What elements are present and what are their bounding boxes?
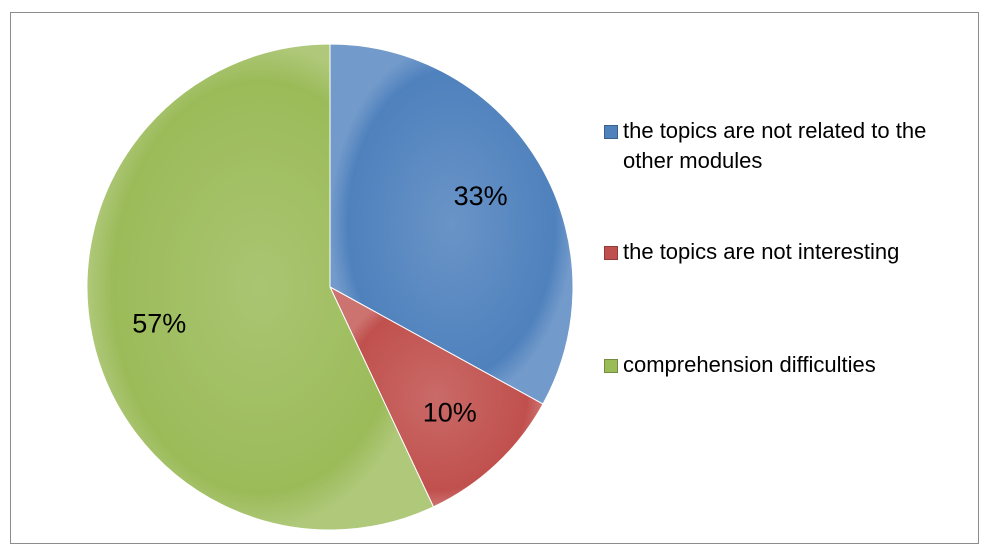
legend-label: the topics are not related to the other … <box>623 118 927 173</box>
pie-slice <box>329 43 574 405</box>
legend-swatch <box>604 125 618 139</box>
legend-item: the topics are not related to the other … <box>604 116 974 176</box>
data-label: 10% <box>423 398 477 428</box>
legend-label: the topics are not interesting <box>623 239 900 264</box>
data-label: 33% <box>454 181 508 211</box>
legend-swatch <box>604 359 618 373</box>
pie-slice <box>86 43 435 531</box>
legend-item: the topics are not interesting <box>604 237 974 267</box>
legend-label: comprehension difficulties <box>623 352 876 377</box>
data-label: 57% <box>132 308 186 338</box>
legend-item: comprehension difficulties <box>604 350 974 380</box>
pie-slice <box>328 285 544 508</box>
legend-swatch <box>604 246 618 260</box>
